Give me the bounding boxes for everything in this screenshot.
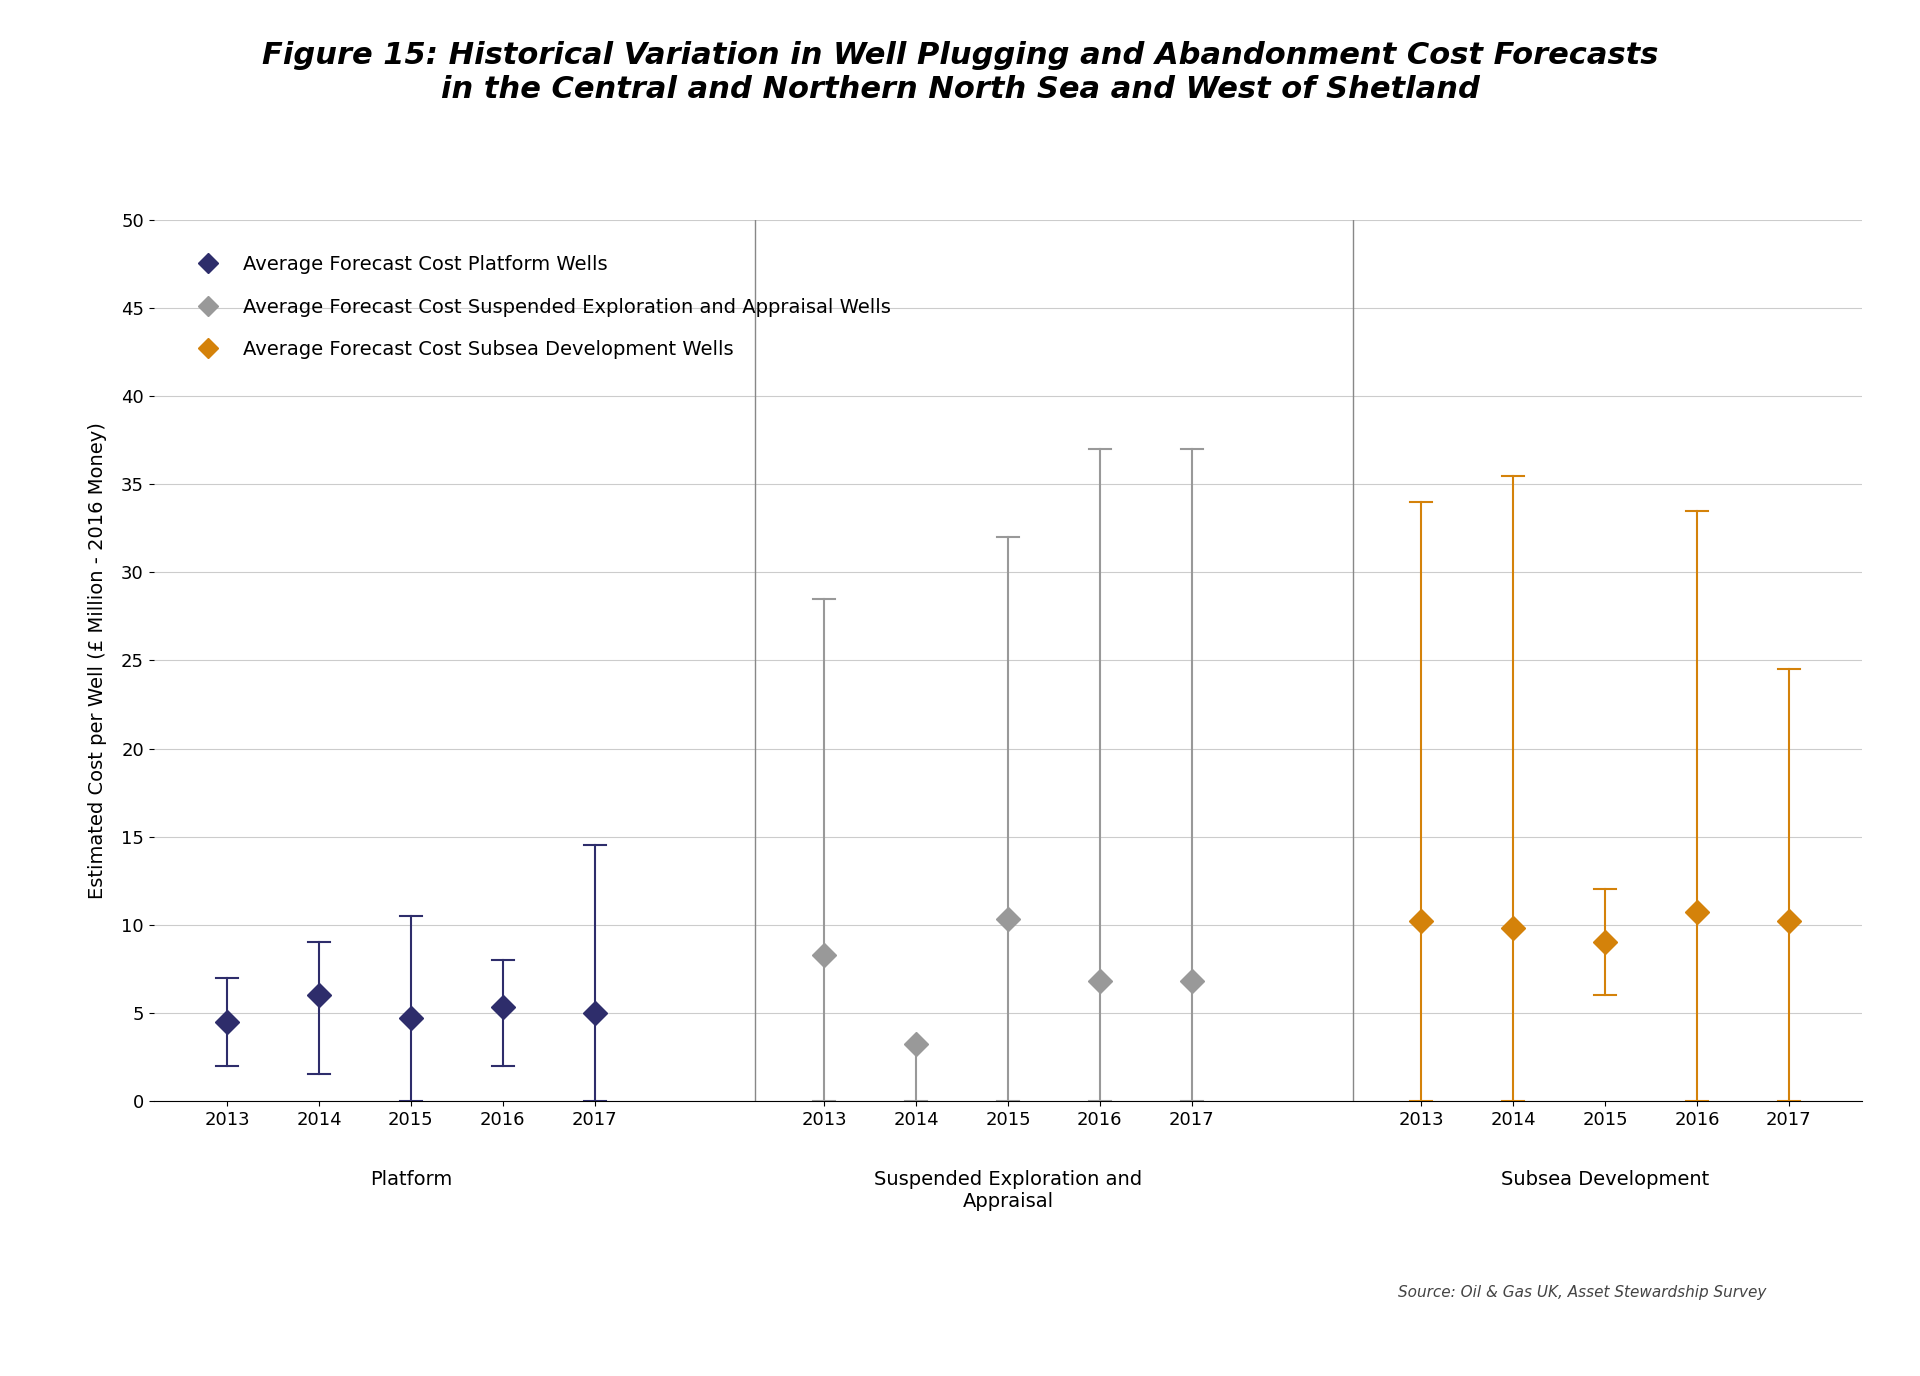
Y-axis label: Estimated Cost per Well (£ Million - 2016 Money): Estimated Cost per Well (£ Million - 201…: [88, 422, 108, 899]
Text: Figure 15: Historical Variation in Well Plugging and Abandonment Cost Forecasts
: Figure 15: Historical Variation in Well …: [261, 41, 1659, 103]
Text: Platform: Platform: [371, 1170, 451, 1189]
Text: Suspended Exploration and
Appraisal: Suspended Exploration and Appraisal: [874, 1170, 1142, 1211]
Text: Source: Oil & Gas UK, Asset Stewardship Survey: Source: Oil & Gas UK, Asset Stewardship …: [1398, 1285, 1766, 1300]
Legend: Average Forecast Cost Platform Wells, Average Forecast Cost Suspended Exploratio: Average Forecast Cost Platform Wells, Av…: [180, 248, 899, 367]
Text: Subsea Development: Subsea Development: [1501, 1170, 1709, 1189]
